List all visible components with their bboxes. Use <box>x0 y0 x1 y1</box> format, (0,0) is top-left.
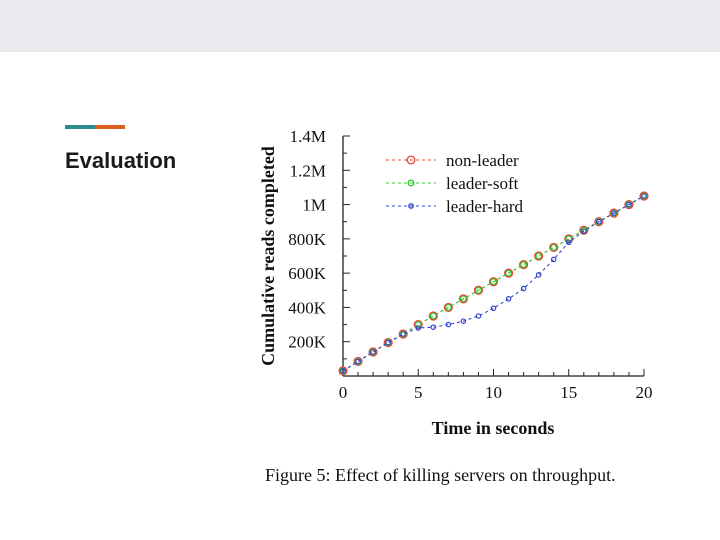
data-point <box>430 324 437 330</box>
data-point <box>340 368 346 374</box>
legend-label: leader-soft <box>446 174 519 193</box>
data-point <box>460 318 467 324</box>
chart-legend: non-leader leader-soft leader-hard <box>386 151 524 216</box>
accent-segment-teal <box>65 125 95 129</box>
throughput-chart: 0 5 10 15 20 200K 400K 600K 800K 1M 1.2M 1.4M non-l… <box>258 127 653 438</box>
y-axis-label: Cumulative reads completed <box>258 146 278 366</box>
legend-label: leader-hard <box>446 197 524 216</box>
accent-segment-orange <box>95 125 125 129</box>
legend-marker <box>407 179 415 187</box>
data-point <box>385 339 391 346</box>
data-point <box>550 244 558 251</box>
y-tick-label: 800K <box>288 230 327 249</box>
y-tick-label: 1.4M <box>290 127 326 146</box>
data-point <box>459 295 467 303</box>
y-tick-label: 1.2M <box>290 161 326 180</box>
x-tick-label: 10 <box>485 383 502 402</box>
data-point <box>444 304 452 311</box>
data-point <box>565 239 572 246</box>
data-point <box>443 302 453 313</box>
figure-caption: Figure 5: Effect of killing servers on t… <box>265 465 616 485</box>
data-point <box>368 347 378 357</box>
y-tick-label: 400K <box>288 298 327 317</box>
chart-axes: 0 5 10 15 20 200K 400K 600K 800K 1M 1.2M 1.4M <box>288 127 652 402</box>
data-point <box>519 259 529 270</box>
data-point <box>639 191 649 201</box>
data-point <box>609 208 619 218</box>
legend-marker <box>406 155 416 165</box>
title-accent-bar <box>65 125 125 129</box>
data-point <box>354 358 362 365</box>
data-point <box>488 277 499 287</box>
legend-label: non-leader <box>446 151 519 170</box>
data-point <box>579 225 589 235</box>
data-point <box>429 312 437 320</box>
data-point <box>445 321 452 328</box>
data-point <box>490 305 497 312</box>
data-point <box>535 272 542 278</box>
data-point <box>535 252 543 260</box>
data-point <box>534 251 544 261</box>
data-point <box>475 313 482 319</box>
data-point <box>520 285 527 292</box>
data-point <box>458 294 468 304</box>
header-band <box>0 0 720 52</box>
data-point <box>611 210 617 216</box>
data-point <box>473 285 484 295</box>
data-point <box>383 337 393 348</box>
data-point <box>505 269 512 277</box>
data-point <box>490 278 497 286</box>
x-tick-label: 0 <box>339 383 348 402</box>
data-point <box>505 296 512 302</box>
series-leader-hard <box>340 193 647 374</box>
data-point <box>355 358 361 365</box>
data-point <box>475 286 482 294</box>
data-point <box>353 356 363 367</box>
slide-title: Evaluation <box>65 148 177 173</box>
series-non-leader <box>338 191 649 376</box>
data-point <box>398 329 408 339</box>
series-line <box>342 195 645 372</box>
data-point <box>626 201 632 208</box>
x-tick-label: 20 <box>636 383 653 402</box>
data-point <box>370 349 376 355</box>
data-point <box>428 311 438 321</box>
x-axis-label: Time in seconds <box>432 418 555 438</box>
data-point <box>400 331 407 337</box>
y-tick-label: 1M <box>302 196 326 215</box>
data-point <box>596 218 602 225</box>
chart-series <box>338 191 649 376</box>
data-point <box>550 256 557 263</box>
y-tick-label: 600K <box>288 264 327 283</box>
x-tick-label: 15 <box>560 383 577 402</box>
data-point <box>338 366 348 376</box>
data-point <box>580 228 587 234</box>
data-point <box>414 321 422 328</box>
data-point <box>641 193 647 199</box>
data-point <box>594 217 604 227</box>
data-point <box>503 268 514 278</box>
legend-marker <box>408 203 414 209</box>
data-point <box>549 242 559 253</box>
data-point <box>415 325 422 331</box>
y-tick-label: 200K <box>288 333 327 352</box>
x-tick-label: 5 <box>414 383 423 402</box>
data-point <box>520 261 528 268</box>
data-point <box>624 199 634 210</box>
